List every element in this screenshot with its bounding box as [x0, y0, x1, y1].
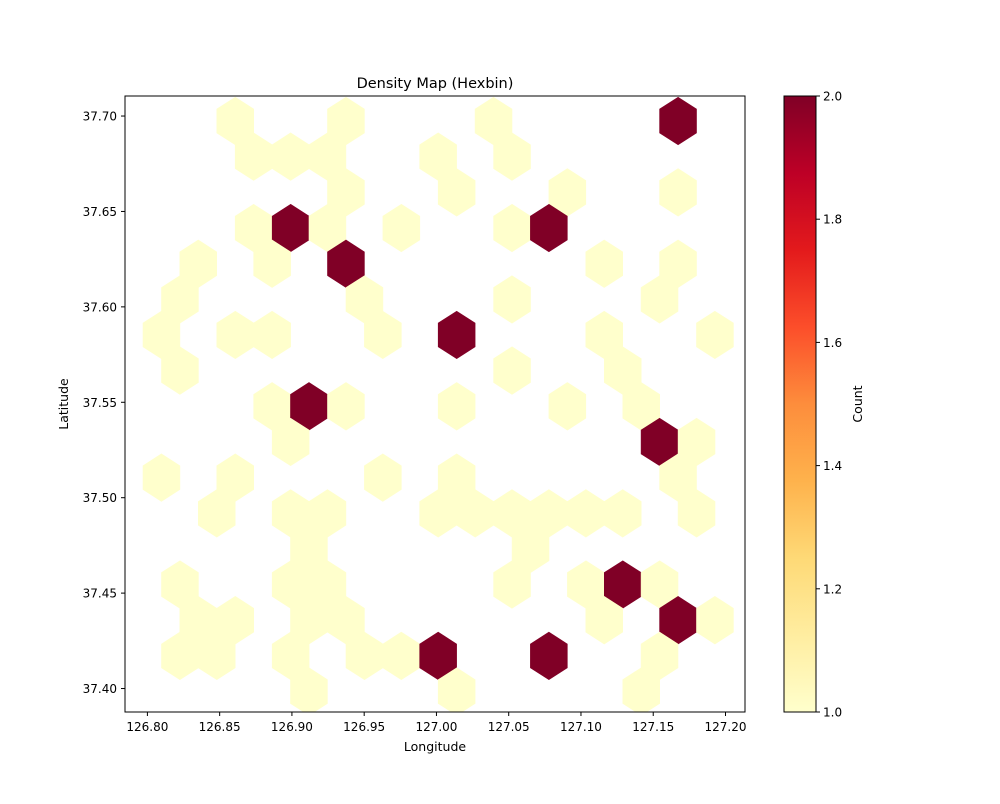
y-tick-label: 37.40	[83, 682, 117, 696]
hexbin-cell-low	[493, 132, 531, 181]
hexbin-cell-low	[567, 489, 605, 538]
y-tick-label: 37.45	[83, 587, 117, 601]
hexbin-cell-low	[253, 239, 291, 288]
x-tick-label: 127.15	[632, 720, 674, 734]
x-axis-label: Longitude	[404, 739, 466, 754]
y-axis-label: Latitude	[56, 378, 71, 430]
colorbar	[783, 95, 817, 713]
hexbin-cell-low	[253, 310, 291, 360]
hexbin-cell-low	[161, 346, 199, 395]
y-axis-ticks: 37.40 37.45 37.50 37.55 37.60 37.65 37.70	[83, 110, 125, 696]
hexbin-cell-low	[437, 168, 476, 217]
hexbin-cell-low	[696, 596, 734, 645]
hexbin-cell-low	[493, 275, 531, 324]
colorbar-tick-label: 1.4	[823, 459, 842, 473]
colorbar-ticks: 1.0 1.2 1.4 1.6 1.8 2.0	[816, 90, 842, 720]
x-tick-label: 126.80	[126, 720, 168, 734]
y-tick-label: 37.50	[83, 491, 117, 505]
hexbin-cell-high	[659, 96, 697, 146]
hexbin-cell-low	[198, 489, 236, 538]
hexbin-cell-low	[437, 382, 476, 431]
hexbin-cell-low	[585, 596, 624, 645]
hexbin-cell-low	[382, 203, 421, 253]
colorbar-tick-label: 1.8	[823, 213, 842, 227]
chart-title: Density Map (Hexbin)	[357, 76, 514, 92]
hexbin-cell-low	[327, 382, 365, 431]
colorbar-tick-label: 1.0	[823, 706, 842, 720]
x-tick-label: 127.20	[704, 720, 746, 734]
y-tick-label: 37.60	[83, 300, 117, 314]
plot-area-frame	[124, 95, 746, 713]
hexbin-cell-low	[382, 631, 421, 681]
x-tick-label: 126.90	[271, 720, 313, 734]
hexbin-cell-low	[493, 346, 531, 395]
hexbin-cell-low	[677, 489, 716, 538]
x-tick-label: 127.00	[415, 720, 457, 734]
hexbin-cells	[142, 96, 734, 712]
hexbin-cell-low	[290, 667, 328, 712]
hexbin-cell-high	[530, 631, 568, 681]
hexbin-cell-low	[364, 453, 402, 502]
colorbar-tick-label: 1.6	[823, 336, 842, 350]
hexbin-cell-low	[585, 239, 624, 288]
hexbin-cell-low	[271, 417, 310, 467]
hexbin-cell-low	[271, 132, 310, 181]
hexbin-cell-low	[437, 667, 476, 712]
hexbin-cell-low	[198, 631, 236, 681]
hexbin-cell-low	[216, 310, 254, 360]
hexbin-cell-low	[603, 489, 642, 538]
hexbin-cell-high	[530, 203, 568, 253]
hexbin-cell-low	[142, 453, 181, 502]
x-tick-label: 126.85	[199, 720, 241, 734]
hexbin-cell-low	[622, 667, 661, 712]
y-tick-label: 37.55	[83, 396, 117, 410]
hexbin-cell-high	[437, 310, 476, 360]
hexbin-cell-low	[548, 382, 587, 431]
colorbar-tick-label: 2.0	[823, 90, 842, 104]
x-tick-label: 127.05	[488, 720, 530, 734]
hexbin-cell-low	[493, 560, 531, 609]
y-tick-label: 37.70	[83, 110, 117, 124]
hexbin-cell-low	[640, 275, 679, 324]
x-tick-label: 127.10	[560, 720, 602, 734]
hexbin-cell-low	[659, 168, 697, 217]
hexbin-cell-low	[696, 310, 734, 360]
hexbin-cell-low	[364, 310, 402, 360]
colorbar-tick-label: 1.2	[823, 582, 842, 596]
colorbar-label: Count	[850, 385, 865, 422]
x-axis-ticks: 126.80 126.85 126.90 126.95 127.00 127.05 127.…	[126, 712, 746, 734]
y-tick-label: 37.65	[83, 205, 117, 219]
hexbin-cell-low	[493, 203, 531, 253]
x-tick-label: 126.95	[343, 720, 385, 734]
